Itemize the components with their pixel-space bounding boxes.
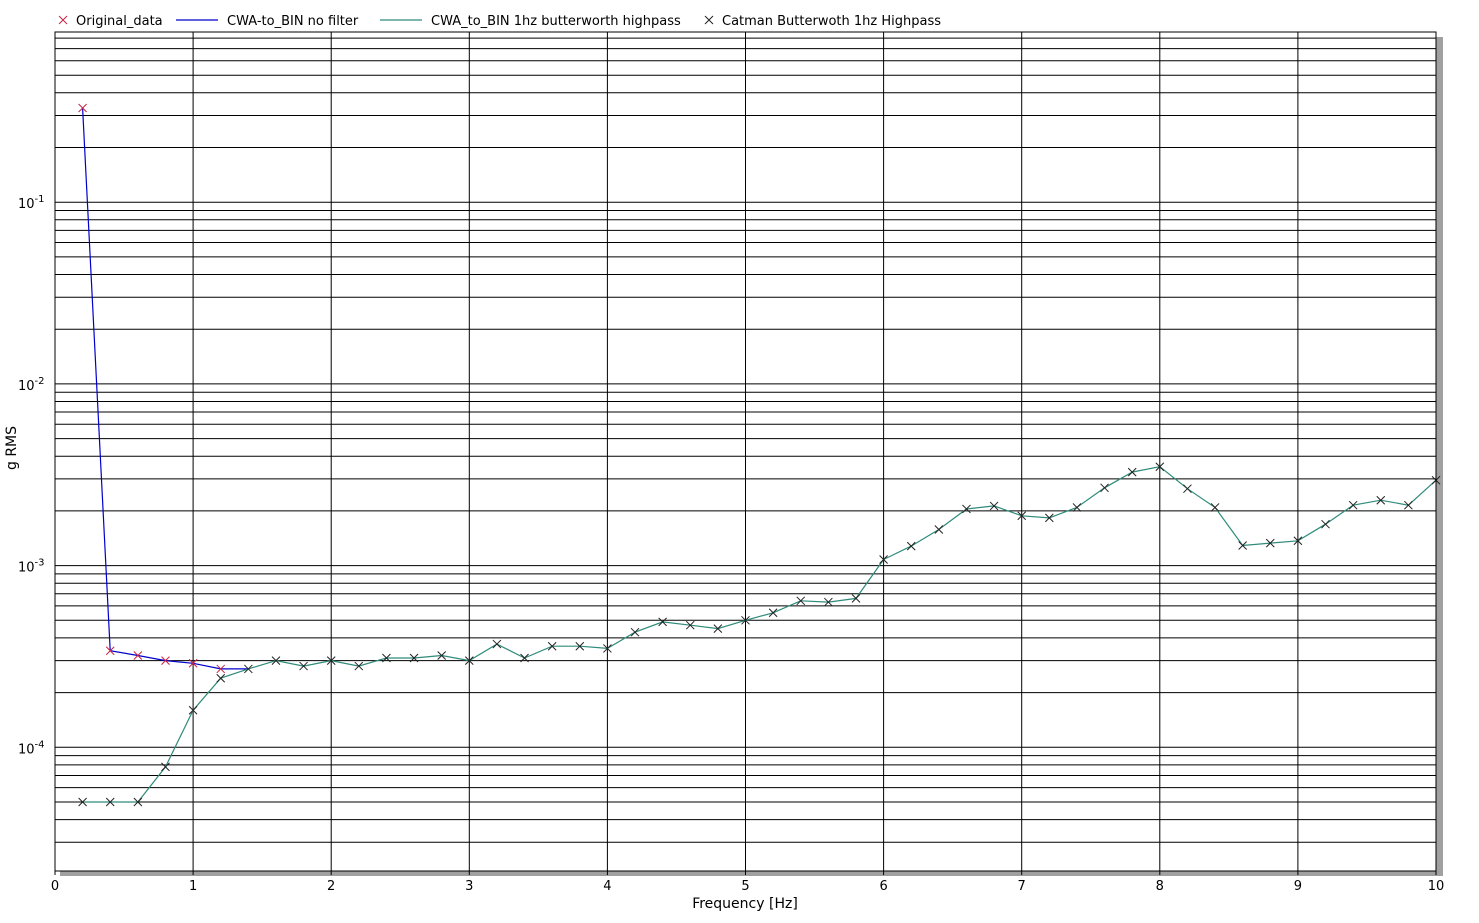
legend-label: CWA-to_BIN no filter — [227, 14, 359, 29]
legend-label: CWA_to_BIN 1hz butterworth highpass — [431, 14, 681, 29]
data-point — [271, 656, 281, 665]
x-tick-label: 3 — [465, 879, 473, 894]
data-point — [161, 762, 170, 772]
data-point — [989, 501, 999, 511]
y-tick-label: 10-3 — [18, 558, 45, 576]
data-point — [78, 797, 87, 807]
data-point — [824, 597, 833, 607]
data-point — [133, 797, 143, 807]
data-point — [1404, 500, 1413, 510]
data-point — [658, 617, 667, 627]
series-layer — [78, 103, 1441, 807]
data-point — [105, 646, 115, 656]
data-point — [934, 525, 944, 534]
legend: Original_data CWA-to_BIN no filter CWA_to_… — [58, 14, 941, 29]
data-point — [1100, 483, 1109, 493]
legend-item: Catman Butterwoth 1hz Highpass — [704, 14, 941, 29]
y-tick-label: 10-4 — [18, 739, 45, 757]
x-tick-label: 5 — [741, 879, 749, 894]
data-point — [1238, 541, 1248, 550]
data-point — [299, 661, 308, 671]
data-point — [78, 103, 87, 113]
data-point — [492, 639, 502, 649]
data-point — [1210, 503, 1220, 512]
x-tick-label: 8 — [1156, 879, 1164, 894]
x-tick-label: 10 — [1428, 879, 1445, 894]
legend-item: CWA_to_BIN 1hz butterworth highpass — [380, 14, 681, 29]
data-point — [630, 627, 640, 637]
data-point — [243, 664, 253, 674]
data-point — [575, 641, 585, 651]
data-point — [1044, 513, 1054, 523]
data-point — [216, 673, 226, 683]
data-point — [1127, 467, 1137, 477]
data-point — [851, 594, 861, 603]
data-point — [216, 664, 226, 674]
data-point — [1072, 503, 1082, 512]
grid — [55, 32, 1436, 871]
data-point — [713, 624, 723, 633]
x-axis-label: Frequency [Hz] — [692, 896, 798, 912]
data-point — [326, 656, 336, 665]
data-point — [547, 641, 557, 651]
data-point — [464, 656, 474, 665]
legend-item: Original_data — [58, 14, 163, 29]
legend-marker — [58, 15, 68, 25]
x-tick-label: 9 — [1294, 879, 1302, 894]
x-tick-label: 6 — [879, 879, 887, 894]
legend-label: Catman Butterwoth 1hz Highpass — [722, 14, 941, 29]
data-point — [1183, 484, 1192, 494]
x-tick-label: 0 — [51, 879, 59, 894]
data-point — [188, 705, 198, 715]
data-point — [1155, 462, 1165, 472]
x-tick-label: 4 — [603, 879, 611, 894]
data-point — [161, 656, 170, 665]
x-tick-label: 2 — [327, 879, 335, 894]
series-line — [82, 466, 1437, 803]
x-tick-label: 7 — [1018, 879, 1026, 894]
data-point — [879, 555, 888, 564]
data-point — [962, 504, 971, 514]
data-point — [796, 596, 806, 606]
legend-marker — [704, 15, 714, 25]
y-tick-label: 10-1 — [18, 194, 45, 212]
data-point — [520, 653, 529, 663]
data-point — [133, 651, 143, 660]
data-point — [768, 608, 778, 618]
data-point — [409, 653, 419, 663]
data-point — [741, 615, 750, 625]
x-axis: 0 1 2 3 4 5 6 7 8 9 10 — [51, 871, 1444, 894]
data-point — [437, 651, 447, 660]
data-point — [1376, 495, 1386, 505]
data-point — [1017, 511, 1027, 521]
y-axis: 10-1 10-2 10-3 10-4 — [18, 194, 45, 757]
data-point — [685, 620, 695, 630]
data-point — [105, 797, 115, 807]
data-point — [354, 661, 364, 671]
data-point — [382, 653, 391, 663]
data-point — [1293, 536, 1303, 546]
y-axis-label: g RMS — [4, 426, 20, 470]
legend-item: CWA-to_BIN no filter — [176, 14, 359, 29]
x-tick-label: 1 — [189, 879, 197, 894]
data-point — [188, 658, 198, 668]
data-point — [1265, 538, 1275, 548]
data-point — [1321, 519, 1330, 529]
legend-label: Original_data — [76, 14, 163, 29]
data-point — [603, 644, 612, 653]
data-point — [906, 541, 916, 551]
data-point — [1348, 500, 1358, 510]
y-tick-label: 10-2 — [18, 376, 45, 394]
